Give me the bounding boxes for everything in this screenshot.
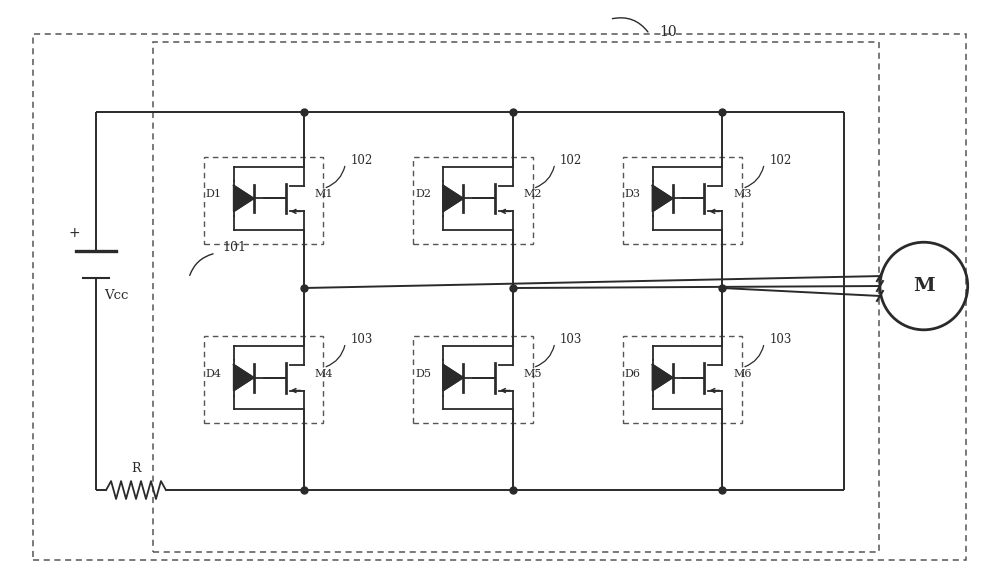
Text: M3: M3 — [733, 189, 752, 199]
Text: D4: D4 — [206, 368, 222, 378]
Text: D5: D5 — [415, 368, 431, 378]
Text: 103: 103 — [560, 333, 582, 346]
Text: M6: M6 — [733, 368, 752, 378]
Text: 101: 101 — [223, 241, 247, 254]
Text: D3: D3 — [625, 189, 641, 199]
Text: M2: M2 — [524, 189, 542, 199]
Text: D6: D6 — [625, 368, 641, 378]
Text: 103: 103 — [350, 333, 373, 346]
Text: 10: 10 — [660, 25, 677, 39]
Text: 102: 102 — [350, 154, 373, 167]
Text: M: M — [913, 277, 935, 295]
Text: 102: 102 — [560, 154, 582, 167]
Polygon shape — [653, 185, 673, 212]
Text: 103: 103 — [769, 333, 792, 346]
Text: M5: M5 — [524, 368, 542, 378]
Text: Vcc: Vcc — [104, 290, 128, 303]
Bar — [623, 157, 742, 244]
Text: M4: M4 — [314, 368, 333, 378]
Text: D2: D2 — [415, 189, 431, 199]
Bar — [153, 42, 879, 552]
Bar — [204, 336, 323, 423]
Polygon shape — [443, 364, 463, 391]
Bar — [413, 336, 533, 423]
Bar — [623, 336, 742, 423]
Bar — [204, 157, 323, 244]
Text: D1: D1 — [206, 189, 222, 199]
Text: R: R — [131, 462, 141, 475]
Text: 102: 102 — [769, 154, 792, 167]
Polygon shape — [443, 185, 463, 212]
Polygon shape — [234, 185, 254, 212]
Bar — [413, 157, 533, 244]
Polygon shape — [653, 364, 673, 391]
Text: +: + — [68, 226, 80, 240]
Polygon shape — [234, 364, 254, 391]
Text: M1: M1 — [314, 189, 333, 199]
